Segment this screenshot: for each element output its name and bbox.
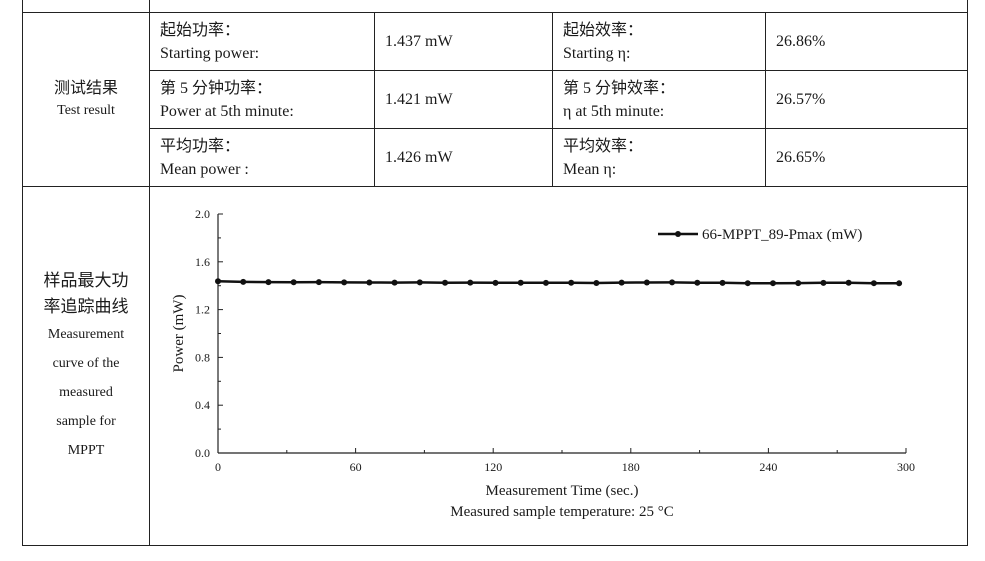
mppt-chart: 0 60 120 180 240 300 0.0 0.4 0.8 1.2 1.6 2.0 66-MPP… <box>171 207 915 520</box>
data-point <box>643 279 650 286</box>
data-point <box>593 279 600 286</box>
mean-power-value: 1.426 mW <box>374 128 553 187</box>
label-en: measured <box>59 384 113 400</box>
label-cn: 样品最大功 <box>43 270 129 290</box>
table-row: 第 5 分钟功率： Power at 5th minute: 1.421 mW … <box>23 70 968 129</box>
chart-cell: 0 60 120 180 240 300 0.0 0.4 0.8 1.2 1.6 2.0 66-MPP… <box>149 186 968 546</box>
y-tick-label: 1.2 <box>195 303 210 317</box>
x-tick-label: 240 <box>759 460 777 474</box>
power-5min-value: 1.421 mW <box>374 70 553 129</box>
data-point <box>845 279 852 286</box>
data-point <box>618 279 625 286</box>
mean-efficiency-label: 平均效率： Mean η: <box>552 128 766 187</box>
data-point <box>341 279 348 286</box>
starting-power-label: 起始功率： Starting power: <box>149 12 375 71</box>
label-en: MPPT <box>67 442 105 458</box>
efficiency-5min-value: 26.57% <box>765 70 968 129</box>
data-point <box>442 279 449 286</box>
label-en: Power at 5th minute: <box>160 102 294 120</box>
legend-marker <box>675 231 681 237</box>
data-point <box>719 279 726 286</box>
data-point <box>542 279 549 286</box>
mppt-curve-label: 样品最大功 率追踪曲线 Measurement curve of the mea… <box>22 186 150 546</box>
series-markers <box>215 278 903 287</box>
label-cn: 起始功率： <box>160 21 241 39</box>
x-axis-label: Measurement Time (sec.) <box>486 483 639 499</box>
data-point <box>870 280 877 287</box>
series-line <box>217 280 900 285</box>
test-report-table: 测试结果 Test result 起始功率： Starting power: 1… <box>22 0 968 546</box>
mean-efficiency-value: 26.65% <box>765 128 968 187</box>
y-tick-label: 0.4 <box>195 398 210 412</box>
label-cn: 测试结果 <box>53 79 118 97</box>
chart-legend: 66-MPPT_89-Pmax (mW) <box>658 227 862 243</box>
label-en: Mean power : <box>160 160 249 178</box>
label-en: Mean η: <box>563 160 617 178</box>
table-row: 样品最大功 率追踪曲线 Measurement curve of the mea… <box>22 186 968 546</box>
label-en: η at 5th minute: <box>563 102 665 120</box>
legend-label: 66-MPPT_89-Pmax (mW) <box>702 227 862 243</box>
y-tick-label: 2.0 <box>195 207 210 221</box>
label-en: Test result <box>57 102 115 118</box>
power-5min-label: 第 5 分钟功率： Power at 5th minute: <box>149 70 375 129</box>
table-row: 测试结果 Test result 起始功率： Starting power: 1… <box>22 12 968 187</box>
efficiency-5min-label: 第 5 分钟效率： η at 5th minute: <box>552 70 766 129</box>
temperature-caption: Measured sample temperature: 25 °C <box>450 504 673 520</box>
starting-power-value: 1.437 mW <box>374 12 553 71</box>
data-point <box>568 279 575 286</box>
data-point <box>366 279 373 286</box>
starting-efficiency-label: 起始效率： Starting η: <box>552 12 766 71</box>
data-point <box>416 279 423 286</box>
chart-ticks: 0 60 120 180 240 300 0.0 0.4 0.8 1.2 1.6 2.0 <box>195 207 915 474</box>
data-point <box>896 280 903 287</box>
label-en: curve of the <box>52 355 120 371</box>
data-point <box>694 279 701 286</box>
label-cn: 起始效率： <box>563 21 644 39</box>
y-tick-label: 1.6 <box>195 255 210 269</box>
header-strip-cell <box>149 0 968 13</box>
label-cn: 平均功率： <box>160 137 241 155</box>
header-strip-cell <box>22 0 150 13</box>
header-strip-row <box>22 0 968 13</box>
data-point <box>795 280 802 287</box>
data-point <box>492 279 499 286</box>
label-en: Starting η: <box>563 44 631 62</box>
y-tick-label: 0.0 <box>195 446 210 460</box>
label-en: sample for <box>56 413 116 429</box>
data-point <box>265 279 272 286</box>
data-point <box>820 279 827 286</box>
starting-efficiency-value: 26.86% <box>765 12 968 71</box>
data-point <box>240 278 247 285</box>
data-point <box>744 280 751 287</box>
label-cn: 第 5 分钟效率： <box>563 79 676 97</box>
data-point <box>769 280 776 287</box>
data-point <box>391 279 398 286</box>
data-point <box>215 278 221 285</box>
data-point <box>467 279 474 286</box>
test-result-label: 测试结果 Test result <box>22 12 150 187</box>
x-tick-label: 60 <box>350 460 362 474</box>
chart-axes <box>217 214 906 454</box>
y-tick-label: 0.8 <box>195 350 210 364</box>
label-cn: 平均效率： <box>563 137 644 155</box>
mean-power-label: 平均功率： Mean power : <box>149 128 375 187</box>
data-point <box>290 279 297 286</box>
label-en: Measurement <box>47 326 125 342</box>
x-tick-label: 120 <box>484 460 502 474</box>
table-row: 平均功率： Mean power : 1.426 mW 平均效率： Mean η… <box>23 128 968 187</box>
data-point <box>669 279 676 286</box>
x-tick-label: 300 <box>897 460 915 474</box>
data-point <box>517 279 524 286</box>
data-point <box>315 279 322 286</box>
y-axis-label: Power (mW) <box>171 295 187 373</box>
x-tick-label: 180 <box>622 460 640 474</box>
x-tick-label: 0 <box>215 460 221 474</box>
label-cn: 率追踪曲线 <box>43 296 129 316</box>
label-en: Starting power: <box>160 44 260 62</box>
label-cn: 第 5 分钟功率： <box>160 79 273 97</box>
